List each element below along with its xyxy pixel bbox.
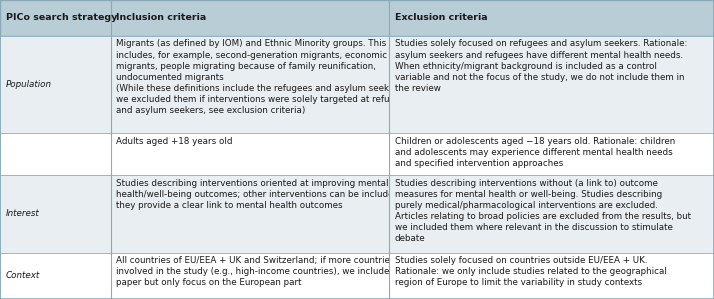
Text: Studies solely focused on countries outside EU/EEA + UK.
Rationale: we only incl: Studies solely focused on countries outs… (395, 256, 667, 287)
Bar (0, 36, 714, 133)
Bar (0, 133, 714, 175)
Text: Studies describing interventions oriented at improving mental
health/well-being : Studies describing interventions oriente… (116, 179, 408, 210)
Text: Inclusion criteria: Inclusion criteria (116, 13, 206, 22)
Text: PICo search strategy: PICo search strategy (6, 13, 117, 22)
Text: Context: Context (6, 271, 40, 280)
Text: Exclusion criteria: Exclusion criteria (395, 13, 488, 22)
Bar (0, 175, 714, 253)
Bar (0, 0, 714, 36)
Text: Children or adolescents aged −18 years old. Rationale: children
and adolescents : Children or adolescents aged −18 years o… (395, 137, 675, 168)
Text: Adults aged +18 years old: Adults aged +18 years old (116, 137, 233, 146)
Bar (0, 253, 714, 299)
Text: Studies solely focused on refugees and asylum seekers. Rationale:
asylum seekers: Studies solely focused on refugees and a… (395, 39, 687, 93)
Text: All countries of EU/EEA + UK and Switzerland; if more countries are
involved in : All countries of EU/EEA + UK and Switzer… (116, 256, 412, 287)
Text: Population: Population (6, 80, 51, 89)
Text: Interest: Interest (6, 209, 39, 218)
Text: Migrants (as defined by IOM) and Ethnic Minority groups. This
includes, for exam: Migrants (as defined by IOM) and Ethnic … (116, 39, 411, 115)
Text: Studies describing interventions without (a link to) outcome
measures for mental: Studies describing interventions without… (395, 179, 691, 243)
